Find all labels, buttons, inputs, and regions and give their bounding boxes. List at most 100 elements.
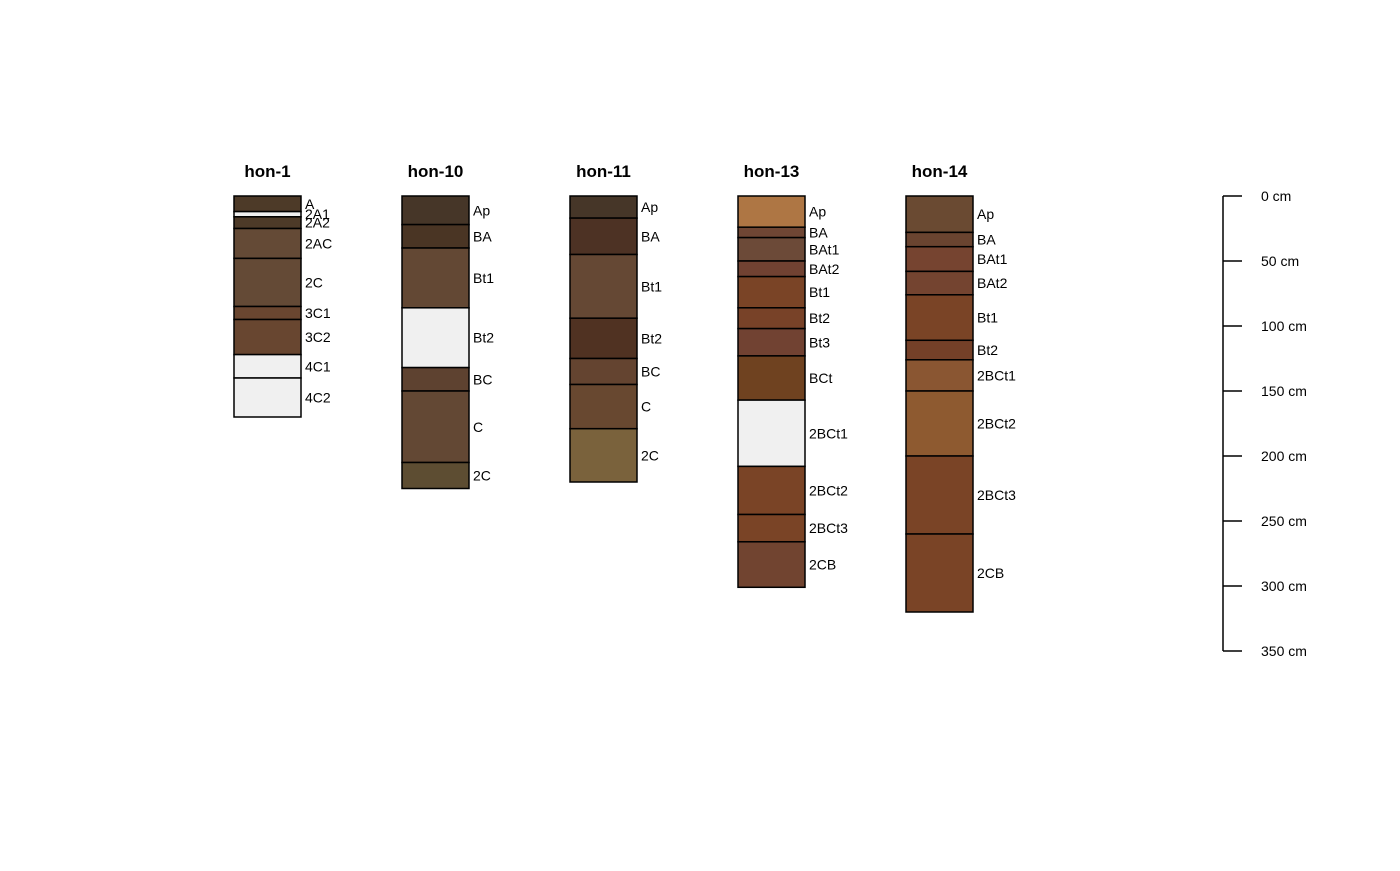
horizon-label: Ap	[641, 199, 658, 215]
horizon-block	[233, 305, 302, 321]
horizon-label: 4C2	[305, 390, 331, 406]
horizon-block	[233, 216, 302, 230]
soil-profile: hon-14 Ap BA BAt1 BAt2 Bt1 Bt2 2BCt1 2BCt2 2BCt3 2…	[905, 162, 1016, 613]
horizon-label: 2C	[641, 447, 659, 463]
horizon-label: 2BCt2	[809, 482, 848, 498]
horizon-label: BAt2	[809, 261, 840, 277]
profile-title: hon-13	[744, 162, 800, 181]
horizon-label: 2A2	[305, 215, 330, 231]
profile-title: hon-11	[576, 162, 631, 181]
horizon-label: BA	[473, 228, 492, 244]
horizon-block	[905, 390, 974, 457]
horizon-block	[737, 195, 806, 228]
horizon-block	[401, 461, 470, 490]
horizon-label: Ap	[473, 202, 490, 218]
profile-title: hon-14	[912, 162, 968, 181]
horizon-label: 2C	[473, 468, 491, 484]
horizon-block	[401, 195, 470, 226]
horizon-block	[737, 355, 806, 401]
horizon-block	[233, 257, 302, 308]
horizon-block	[905, 270, 974, 296]
horizon-label: 2BCt2	[977, 416, 1016, 432]
horizon-block	[905, 195, 974, 234]
horizon-label: Ap	[977, 206, 994, 222]
horizon-block	[737, 327, 806, 357]
horizon-label: Bt1	[977, 310, 998, 326]
horizon-block	[737, 465, 806, 516]
depth-tick-label: 100 cm	[1261, 318, 1307, 334]
horizon-label: C	[641, 399, 651, 415]
horizon-label: BC	[473, 371, 492, 387]
horizon-block	[401, 390, 470, 464]
horizon-label: C	[473, 419, 483, 435]
horizon-block	[905, 231, 974, 248]
horizon-label: 3C2	[305, 329, 331, 345]
horizon-label: 2BCt3	[977, 487, 1016, 503]
depth-tick-label: 0 cm	[1261, 188, 1291, 204]
horizon-block	[905, 294, 974, 342]
horizon-block	[905, 455, 974, 535]
horizon-label: Bt2	[473, 330, 494, 346]
horizon-block	[401, 307, 470, 369]
horizon-label: Bt1	[809, 284, 830, 300]
profile-title: hon-1	[244, 162, 290, 181]
horizon-block	[569, 195, 638, 219]
horizon-label: BCt	[809, 370, 832, 386]
horizon-label: BAt1	[809, 241, 840, 257]
horizon-label: 2CB	[977, 565, 1004, 581]
horizon-block	[905, 245, 974, 273]
horizon-block	[569, 253, 638, 319]
horizon-label: 2A1	[305, 206, 330, 222]
horizon-block	[737, 275, 806, 309]
horizon-block	[569, 217, 638, 256]
horizon-label: Ap	[809, 204, 826, 220]
horizon-label: 2AC	[305, 235, 332, 251]
depth-tick-label: 250 cm	[1261, 513, 1307, 529]
horizon-block	[233, 210, 302, 218]
horizon-block	[233, 195, 302, 213]
horizon-block	[737, 541, 806, 589]
horizon-block	[905, 339, 974, 361]
horizon-block	[905, 533, 974, 613]
horizon-label: 2CB	[809, 557, 836, 573]
horizon-block	[401, 366, 470, 392]
horizon-label: 2BCt1	[809, 425, 848, 441]
horizon-block	[401, 223, 470, 249]
horizon-block	[569, 317, 638, 360]
depth-axis: 0 cm 50 cm 100 cm 150 cm 200 cm 250 cm 300 cm 3…	[1222, 188, 1307, 659]
horizon-block	[233, 353, 302, 379]
horizon-block	[737, 307, 806, 330]
profile-title: hon-10	[408, 162, 464, 181]
horizon-label: 2BCt1	[977, 367, 1016, 383]
profiles-layer: hon-1A2A12A22AC2C3C13C24C14C2hon-10ApBAB…	[233, 162, 1016, 613]
horizon-label: BA	[641, 228, 660, 244]
horizon-block	[233, 227, 302, 260]
horizon-block	[737, 236, 806, 262]
horizon-label: BAt1	[977, 251, 1008, 267]
horizon-label: BA	[809, 224, 828, 240]
horizon-label: 2C	[305, 274, 323, 290]
horizon-label: Bt2	[641, 330, 662, 346]
depth-tick-label: 200 cm	[1261, 448, 1307, 464]
horizon-block	[569, 383, 638, 430]
horizon-label: 2BCt3	[809, 520, 848, 536]
horizon-block	[569, 357, 638, 386]
horizon-label: A	[305, 196, 315, 212]
soil-profile: hon-11 Ap BA Bt1 Bt2 BC C 2C	[569, 162, 662, 483]
horizon-label: BA	[977, 232, 996, 248]
horizon-label: Bt2	[809, 310, 830, 326]
horizon-block	[401, 247, 470, 309]
horizon-label: Bt1	[641, 278, 662, 294]
depth-tick-label: 350 cm	[1261, 643, 1307, 659]
horizon-label: 4C1	[305, 358, 331, 374]
depth-tick-label: 300 cm	[1261, 578, 1307, 594]
horizon-label: 3C1	[305, 305, 331, 321]
horizon-block	[737, 226, 806, 239]
depth-tick-label: 150 cm	[1261, 383, 1307, 399]
horizon-block	[737, 399, 806, 468]
horizon-block	[905, 359, 974, 392]
horizon-block	[233, 318, 302, 356]
